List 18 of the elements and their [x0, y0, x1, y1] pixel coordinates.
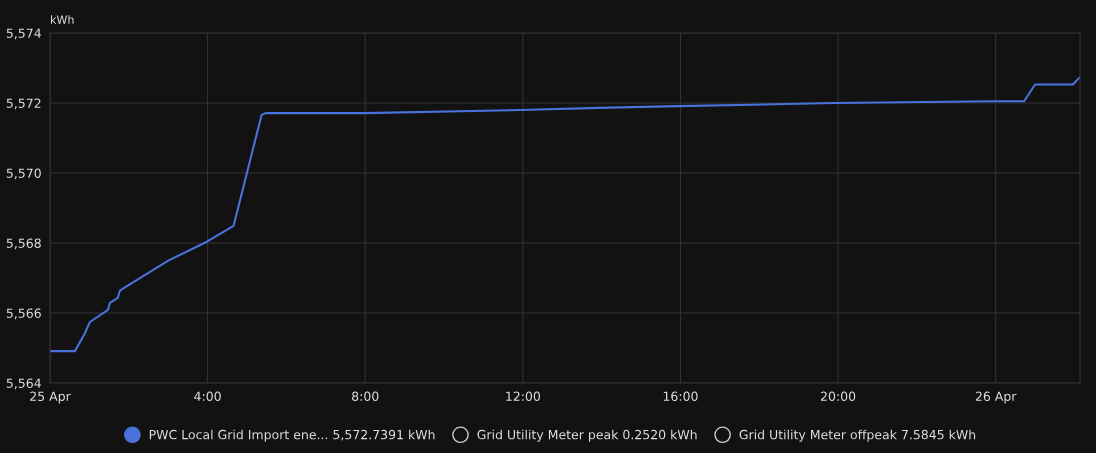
- y-tick-label: 5,572: [6, 98, 41, 110]
- legend-label: Grid Utility Meter offpeak 7.5845 kWh: [739, 429, 976, 442]
- x-tick-label: 25 Apr: [30, 391, 71, 404]
- y-tick-label: 5,570: [6, 168, 41, 180]
- y-axis-title: kWh: [51, 15, 74, 24]
- legend-label: Grid Utility Meter peak 0.2520 kWh: [477, 429, 697, 442]
- x-tick-label: 20:00: [820, 391, 856, 402]
- line-series: [50, 76, 1080, 353]
- x-tick-label: 4:00: [194, 391, 221, 402]
- legend-label: PWC Local Grid Import ene... 5,572.7391 kWh: [149, 429, 435, 442]
- x-tick-label: 8:00: [352, 391, 379, 402]
- y-tick-label: 5,564: [6, 378, 41, 390]
- x-tick-label: 12:00: [506, 391, 541, 402]
- x-tick-label: 16:00: [663, 391, 698, 402]
- y-tick-label: 5,568: [6, 238, 41, 250]
- y-tick-label: 5,574: [6, 28, 41, 40]
- y-tick-label: 5,566: [6, 308, 41, 320]
- x-tick-label: 26 Apr: [975, 391, 1017, 404]
